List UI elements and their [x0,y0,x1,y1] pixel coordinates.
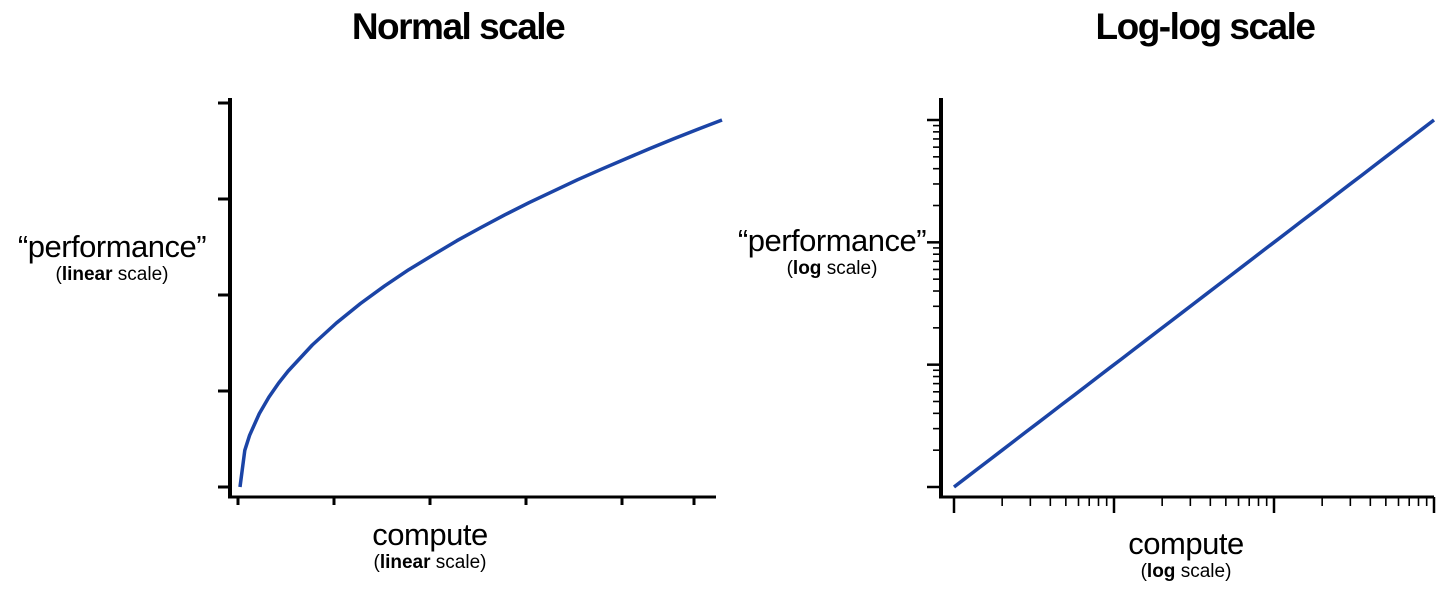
right-x-axis-label-main: compute [1128,526,1244,561]
right-y-axis-label-sub: (log scale) [786,258,878,279]
right-y-axis-label: “performance” (log scale) [737,223,927,280]
right-chart-title: Log-log scale [1095,6,1316,47]
left-x-axis-label-main: compute [372,517,488,552]
right-y-scale-rest: scale [821,258,872,279]
left-x-axis-label-sub: (linear scale) [373,552,487,573]
right-y-axis-label-main: “performance” [737,223,927,258]
right-x-axis-label: compute (log scale) [1128,526,1244,583]
left-y-scale-rest: scale [112,264,163,285]
right-performance-curve-0 [952,118,1436,489]
left-x-scale-rest: scale [430,552,481,573]
right-x-axis-label-sub: (log scale) [1140,561,1232,582]
right-y-scale-word: log [792,258,822,279]
left-y-axis-label-main: “performance” [17,229,207,264]
left-y-axis-label: “performance” (linear scale) [17,229,207,286]
left-performance-curve-0 [238,118,723,488]
left-x-axis-label: compute (linear scale) [372,517,488,574]
left-chart-title: Normal scale [351,6,566,47]
left-y-axis-label-sub: (linear scale) [55,264,169,285]
left-x-scale-word: linear [379,552,431,573]
left-y-scale-word: linear [61,264,113,285]
right-x-scale-word: log [1146,561,1176,582]
right-x-scale-rest: scale [1175,561,1226,582]
